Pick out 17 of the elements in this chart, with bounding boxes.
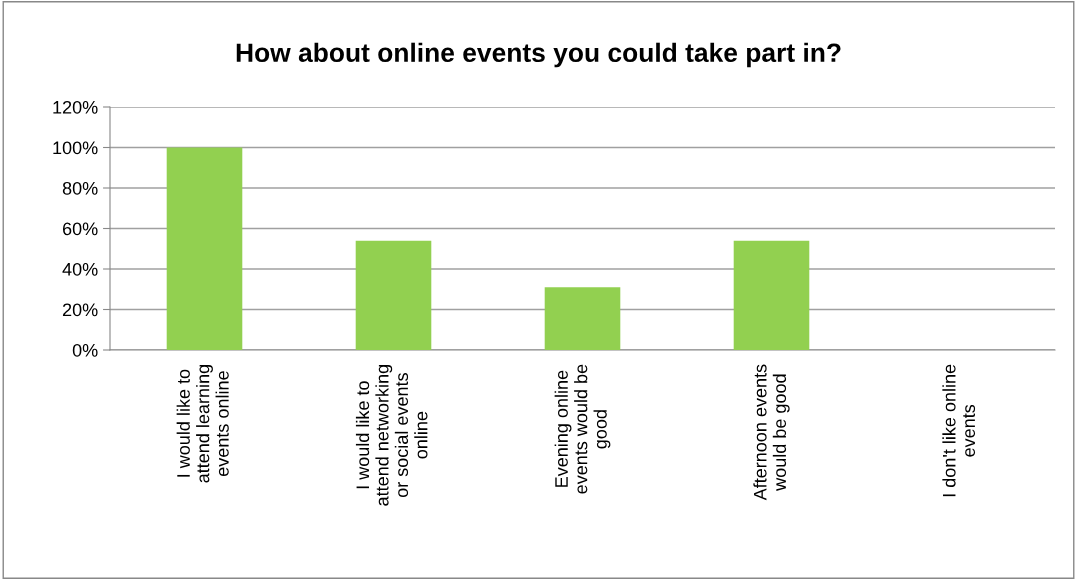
x-tick-label: Evening online events would be good [554, 364, 611, 494]
y-tick-label: 20% [62, 303, 98, 317]
x-tick-label: I don't like online events [942, 364, 976, 497]
y-tick-label: 40% [62, 262, 98, 276]
chart-title: How about online events you could take part in? [236, 42, 841, 68]
x-tick-label: I would like to attend learning events online [176, 365, 229, 483]
bar [733, 240, 810, 350]
bar [544, 287, 621, 350]
bar [166, 147, 243, 350]
y-tick-label: 100% [53, 141, 98, 155]
x-tick-label: I would like to attend networking or social events online [355, 365, 428, 506]
bar [355, 240, 432, 350]
x-tick-label: Afternoon events would be good [753, 364, 790, 501]
y-tick-label: 80% [62, 181, 98, 195]
y-tick-label: 120% [53, 100, 98, 114]
y-tick-label: 60% [62, 222, 98, 236]
y-tick-label: 0% [72, 343, 98, 357]
